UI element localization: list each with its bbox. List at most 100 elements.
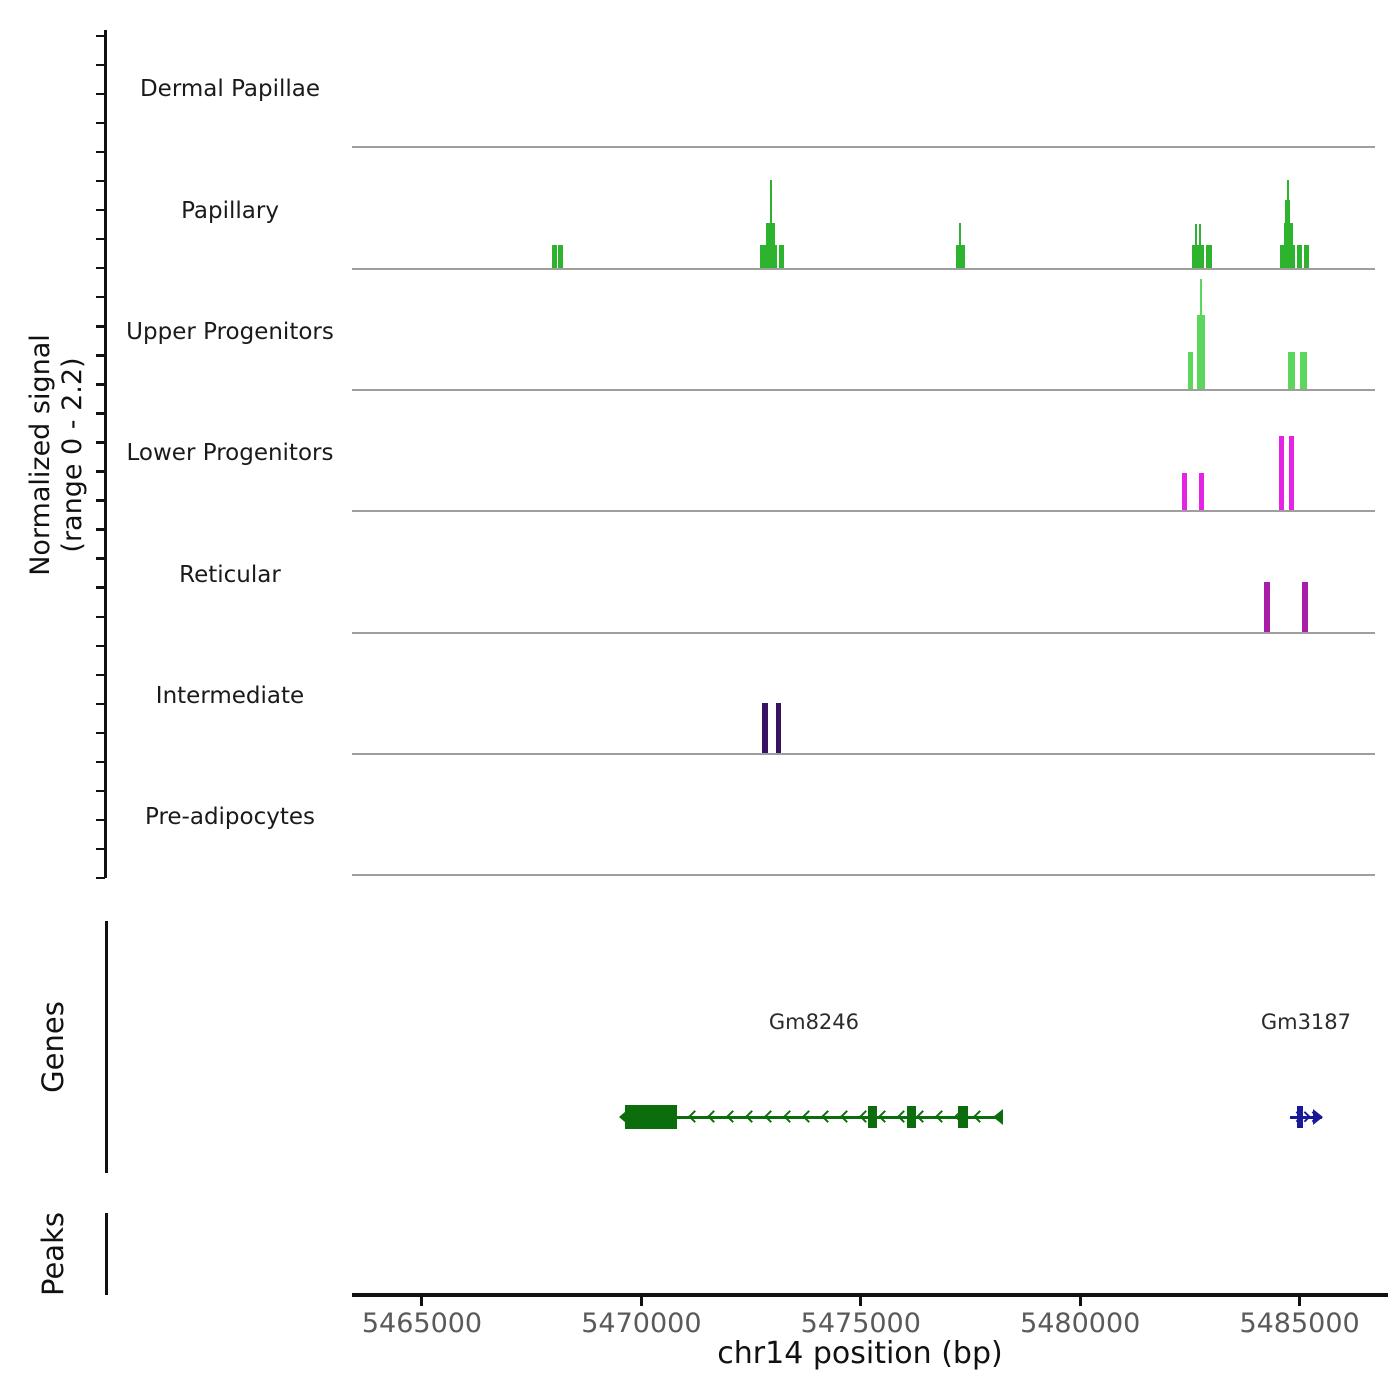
y-axis-tick — [96, 121, 105, 125]
signal-peak — [552, 245, 557, 268]
y-axis-tick — [96, 557, 105, 560]
y-axis-label-line1: Normalized signal — [25, 334, 56, 576]
y-axis-tick — [96, 34, 105, 37]
strand-direction-chevron — [726, 1110, 739, 1124]
signal-peak — [1289, 436, 1295, 511]
track-label-upper-progenitors: Upper Progenitors — [126, 318, 334, 345]
track-baseline-reticular — [352, 631, 1376, 634]
signal-peak — [1199, 278, 1203, 389]
y-axis-tick — [96, 150, 105, 154]
y-axis-tick — [96, 876, 105, 880]
y-axis-tick — [96, 92, 105, 96]
signal-peak — [1198, 224, 1202, 268]
x-axis-tick — [639, 1296, 643, 1306]
strand-direction-chevron — [840, 1110, 853, 1124]
peaks-section-label: Peaks — [36, 1212, 70, 1296]
gene-exon — [1296, 1106, 1303, 1128]
x-axis-tick — [859, 1296, 863, 1306]
strand-direction-chevron — [707, 1110, 720, 1124]
y-axis-tick — [96, 470, 105, 473]
y-axis-tick — [96, 847, 105, 851]
x-axis-tick — [1078, 1296, 1082, 1306]
gene-name-label: Gm3187 — [1260, 1010, 1352, 1034]
signal-peak — [776, 702, 782, 753]
y-axis-tick — [96, 818, 105, 822]
y-axis-tick — [96, 354, 105, 357]
y-axis-tick — [96, 237, 105, 241]
y-axis-tick — [96, 412, 105, 415]
gene-exon — [624, 1105, 677, 1129]
gene-end-arrow — [1312, 1109, 1323, 1125]
genes-axis-spine — [105, 921, 108, 1173]
track-baseline-intermediate — [352, 752, 1376, 755]
y-axis-tick — [96, 179, 105, 183]
signal-peak — [778, 245, 784, 268]
signal-y-axis-spine — [104, 30, 107, 878]
x-axis-label: chr14 position (bp) — [717, 1336, 1003, 1371]
signal-peak — [1302, 581, 1308, 632]
gene-name-label: Gm8246 — [768, 1010, 860, 1034]
track-baseline-lower-progenitors — [352, 510, 1376, 513]
signal-peak — [1192, 245, 1204, 268]
x-axis-tick-label: 5480000 — [1020, 1308, 1141, 1339]
strand-direction-chevron — [821, 1110, 834, 1124]
track-label-intermediate: Intermediate — [155, 682, 305, 709]
signal-peak — [762, 702, 768, 753]
track-baseline-papillary — [352, 267, 1376, 270]
signal-peak — [959, 222, 962, 268]
y-axis-tick — [96, 673, 105, 677]
signal-peak — [1300, 351, 1308, 389]
strand-direction-chevron — [745, 1110, 758, 1124]
track-label-lower-progenitors: Lower Progenitors — [126, 440, 334, 467]
signal-peak — [1188, 351, 1193, 389]
strand-direction-chevron — [973, 1110, 986, 1124]
gene-body-line — [624, 1115, 1003, 1119]
signal-peak — [1287, 351, 1295, 389]
strand-direction-chevron — [783, 1110, 796, 1124]
signal-peak — [1296, 245, 1302, 268]
signal-peak — [1181, 473, 1188, 511]
gene-start-arrow — [618, 1111, 626, 1123]
y-axis-tick — [96, 63, 105, 67]
x-axis-tick-label: 5475000 — [800, 1308, 921, 1339]
track-baseline-upper-progenitors — [352, 388, 1376, 391]
y-axis-tick — [96, 789, 105, 793]
y-axis-tick — [96, 644, 105, 648]
y-axis-tick — [96, 325, 105, 328]
y-axis-tick — [96, 266, 105, 270]
y-axis-tick — [96, 731, 105, 735]
track-label-papillary: Papillary — [181, 197, 279, 224]
y-axis-tick — [96, 760, 105, 764]
y-axis-tick — [96, 615, 105, 618]
track-label-pre-adipocytes: Pre-adipocytes — [144, 804, 316, 831]
strand-direction-chevron — [916, 1110, 929, 1124]
y-axis-tick — [96, 528, 105, 531]
track-label-dermal-papillae: Dermal Papillae — [139, 76, 321, 103]
strand-direction-chevron — [764, 1110, 777, 1124]
x-axis-tick — [420, 1296, 424, 1306]
x-axis-tick-label: 5465000 — [361, 1308, 483, 1339]
strand-direction-chevron — [935, 1110, 948, 1124]
signal-peak — [558, 245, 564, 268]
strand-direction-chevron — [878, 1110, 891, 1124]
gene-end-arrow — [992, 1109, 1003, 1125]
signal-peak — [1278, 436, 1284, 511]
gene-body-line — [1289, 1115, 1322, 1119]
x-axis-tick-label: 5485000 — [1239, 1308, 1360, 1339]
y-axis-tick — [96, 295, 105, 299]
signal-peak — [1206, 245, 1213, 268]
y-axis-tick — [96, 383, 105, 386]
track-baseline-dermal-papillae — [352, 146, 1376, 149]
signal-peak — [1287, 179, 1290, 268]
x-axis-tick-label: 5470000 — [581, 1308, 702, 1339]
gene-exon — [957, 1106, 969, 1128]
signal-peak — [1263, 581, 1270, 632]
signal-peak — [1194, 224, 1198, 268]
x-axis-line — [352, 1293, 1388, 1297]
strand-direction-chevron — [802, 1110, 815, 1124]
strand-direction-chevron — [688, 1110, 701, 1124]
gene-exon — [907, 1106, 916, 1128]
peaks-axis-spine — [105, 1213, 108, 1295]
y-axis-label-line2: (range 0 - 2.2) — [56, 357, 88, 553]
